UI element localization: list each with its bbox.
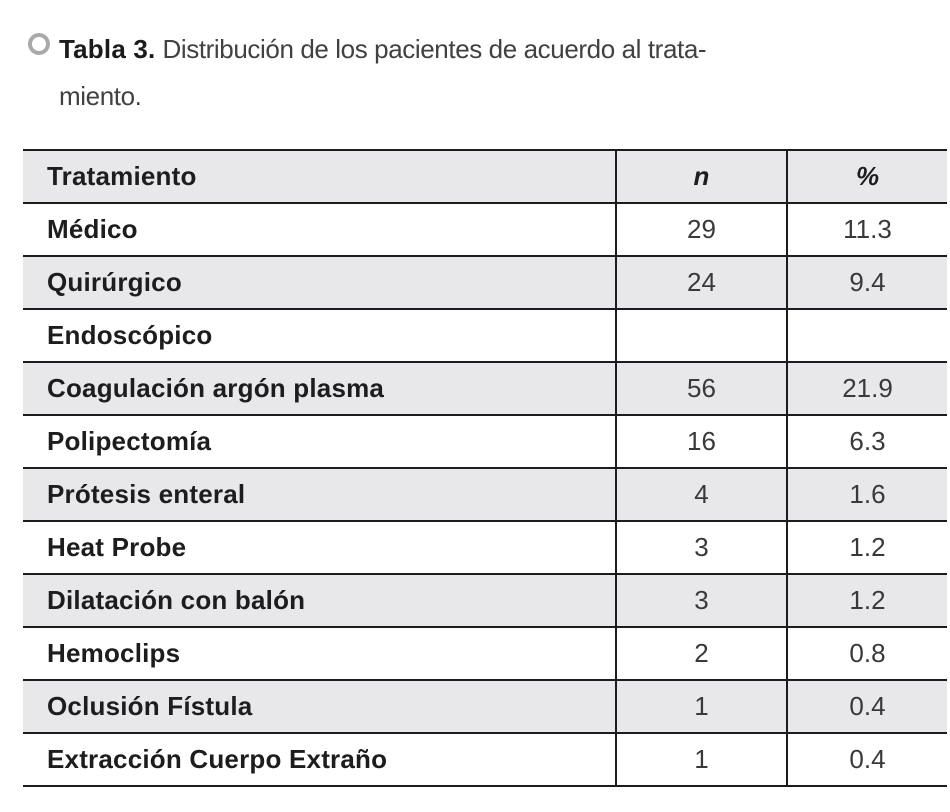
percent-cell: 9.4 xyxy=(786,255,947,309)
treatment-cell: Quirúrgico xyxy=(23,255,616,309)
n-cell: 56 xyxy=(615,361,787,415)
table-row: Polipectomía 16 6.3 xyxy=(23,414,947,468)
column-header-n: n xyxy=(615,149,787,203)
table-row: Médico 29 11.3 xyxy=(23,202,947,256)
n-cell: 4 xyxy=(615,467,787,521)
table-row: Oclusión Fístula 1 0.4 xyxy=(23,679,947,733)
treatment-cell: Heat Probe xyxy=(23,520,616,574)
n-cell: 24 xyxy=(615,255,787,309)
table-row: Coagulación argón plasma 56 21.9 xyxy=(23,361,947,415)
percent-cell: 6.3 xyxy=(786,414,947,468)
table-row: Extracción Cuerpo Extraño 1 0.4 xyxy=(23,732,947,787)
n-cell: 1 xyxy=(615,732,787,787)
circle-bullet-icon xyxy=(28,33,50,55)
treatment-cell: Polipectomía xyxy=(23,414,616,468)
treatment-cell: Oclusión Fístula xyxy=(23,679,616,733)
table-row: Prótesis enteral 4 1.6 xyxy=(23,467,947,521)
treatment-cell: Extracción Cuerpo Extraño xyxy=(23,732,616,787)
table-row: Hemoclips 2 0.8 xyxy=(23,626,947,680)
percent-cell: 0.8 xyxy=(786,626,947,680)
percent-cell: 0.4 xyxy=(786,679,947,733)
n-cell: 16 xyxy=(615,414,787,468)
percent-cell: 1.2 xyxy=(786,520,947,574)
percent-cell xyxy=(786,308,947,362)
table-row: Dilatación con balón 3 1.2 xyxy=(23,573,947,627)
treatment-cell: Hemoclips xyxy=(23,626,616,680)
n-cell: 29 xyxy=(615,202,787,256)
percent-cell: 1.2 xyxy=(786,573,947,627)
n-cell xyxy=(615,308,787,362)
treatment-cell: Endoscópico xyxy=(23,308,616,362)
header-row: Tratamiento n % xyxy=(23,149,947,203)
caption-label: Tabla 3. xyxy=(59,34,156,64)
caption-line1: Distribución de los pacientes de acuerdo… xyxy=(162,34,707,64)
treatments-table: Tratamiento n % Médico 29 11.3 Quirúrgic… xyxy=(23,149,947,787)
percent-cell: 1.6 xyxy=(786,467,947,521)
caption-text: Tabla 3. Distribución de los pacientes de… xyxy=(59,26,707,120)
caption-line2: miento. xyxy=(59,81,142,111)
treatment-cell: Prótesis enteral xyxy=(23,467,616,521)
table-caption: Tabla 3. Distribución de los pacientes de… xyxy=(28,26,707,120)
n-cell: 2 xyxy=(615,626,787,680)
column-header-percent: % xyxy=(786,149,947,203)
table-row: Heat Probe 3 1.2 xyxy=(23,520,947,574)
percent-cell: 0.4 xyxy=(786,732,947,787)
treatment-cell: Dilatación con balón xyxy=(23,573,616,627)
treatment-cell: Coagulación argón plasma xyxy=(23,361,616,415)
percent-cell: 11.3 xyxy=(786,202,947,256)
percent-cell: 21.9 xyxy=(786,361,947,415)
n-cell: 1 xyxy=(615,679,787,733)
table-row: Endoscópico xyxy=(23,308,947,362)
table-body: Médico 29 11.3 Quirúrgico 24 9.4 Endoscó… xyxy=(23,202,947,787)
treatment-cell: Médico xyxy=(23,202,616,256)
table-row: Quirúrgico 24 9.4 xyxy=(23,255,947,309)
column-header-tratamiento: Tratamiento xyxy=(23,149,616,203)
n-cell: 3 xyxy=(615,520,787,574)
n-cell: 3 xyxy=(615,573,787,627)
